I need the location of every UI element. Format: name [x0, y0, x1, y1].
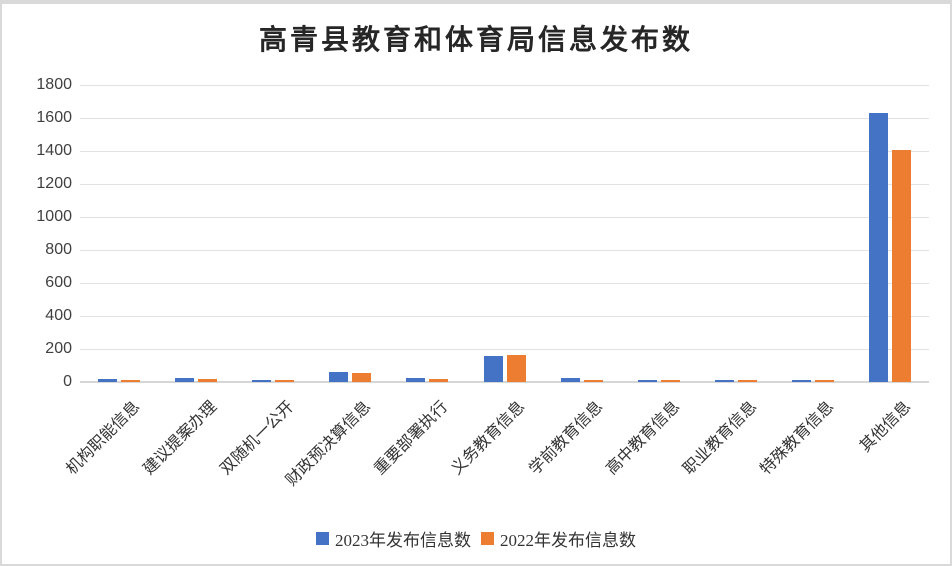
y-axis-tick-label: 1000 — [36, 208, 72, 225]
bar-2022-10 — [892, 150, 911, 382]
bar-2023-2 — [252, 380, 271, 382]
y-axis-tick-label: 200 — [45, 340, 72, 357]
bar-2022-2 — [275, 380, 294, 382]
bar-2023-6 — [561, 378, 580, 382]
gridline-y1200 — [80, 184, 929, 185]
legend-item-2022: 2022年发布信息数 — [481, 526, 636, 551]
chart-title: 高青县教育和体育局信息发布数 — [258, 25, 693, 56]
gridline-y800 — [80, 250, 929, 251]
legend: 2023年发布信息数 2022年发布信息数 — [2, 526, 950, 551]
y-axis-tick-label: 1800 — [36, 76, 72, 93]
y-axis-tick-label: 800 — [45, 241, 72, 258]
gridline-y600 — [80, 283, 929, 284]
y-axis-tick-label: 600 — [45, 274, 72, 291]
bar-2022-5 — [507, 355, 526, 382]
bar-2023-1 — [175, 378, 194, 382]
gridline-y1800 — [80, 85, 929, 86]
y-axis-tick-label: 1600 — [36, 109, 72, 126]
bar-2022-9 — [815, 380, 834, 382]
x-axis-tick-label: 义务教育信息 — [448, 398, 529, 479]
bar-2023-0 — [98, 379, 117, 382]
x-axis-tick-label: 高中教育信息 — [603, 398, 684, 479]
legend-label: 2023年发布信息数 — [335, 531, 471, 550]
gridline-y1000 — [80, 217, 929, 218]
y-axis-tick-label: 400 — [45, 307, 72, 324]
legend-item-2023: 2023年发布信息数 — [316, 526, 471, 551]
y-axis-tick-label: 1200 — [36, 175, 72, 192]
legend-label: 2022年发布信息数 — [500, 531, 636, 550]
bar-2022-0 — [121, 380, 140, 382]
bar-2022-3 — [352, 373, 371, 382]
bar-2022-1 — [198, 379, 217, 382]
bar-2022-4 — [429, 379, 448, 382]
x-axis-line — [80, 381, 929, 383]
legend-swatch-icon — [481, 532, 494, 545]
gridline-y1400 — [80, 151, 929, 152]
x-axis-tick-label: 特殊教育信息 — [757, 398, 838, 479]
y-axis-tick-label: 1400 — [36, 142, 72, 159]
bar-2022-8 — [738, 380, 757, 382]
x-axis-tick-label: 职业教育信息 — [680, 398, 761, 479]
gridline-y400 — [80, 316, 929, 317]
bar-2023-9 — [792, 380, 811, 382]
x-axis-tick-label: 重要部署执行 — [371, 398, 452, 479]
x-axis-tick-label: 机构职能信息 — [63, 398, 144, 479]
x-axis-tick-label: 其他信息 — [856, 398, 915, 456]
gridline-y200 — [80, 349, 929, 350]
bar-2022-7 — [661, 380, 680, 382]
x-axis-tick-label: 学前教育信息 — [526, 398, 607, 479]
bar-2023-7 — [638, 380, 657, 382]
y-axis-tick-label: 0 — [63, 373, 72, 390]
plot-area: 0 200 400 600 800 1000 1200 1400 1600 1800 机构职能信息建… — [2, 4, 950, 564]
bar-2022-6 — [584, 380, 603, 382]
legend-swatch-icon — [316, 532, 329, 545]
x-axis-tick-label: 建议提案办理 — [140, 398, 221, 479]
bar-2023-3 — [329, 372, 348, 382]
bar-2023-4 — [406, 378, 425, 382]
gridline-y1600 — [80, 118, 929, 119]
bar-2023-8 — [715, 380, 734, 382]
bar-2023-5 — [484, 356, 503, 382]
bar-2023-10 — [869, 113, 888, 382]
